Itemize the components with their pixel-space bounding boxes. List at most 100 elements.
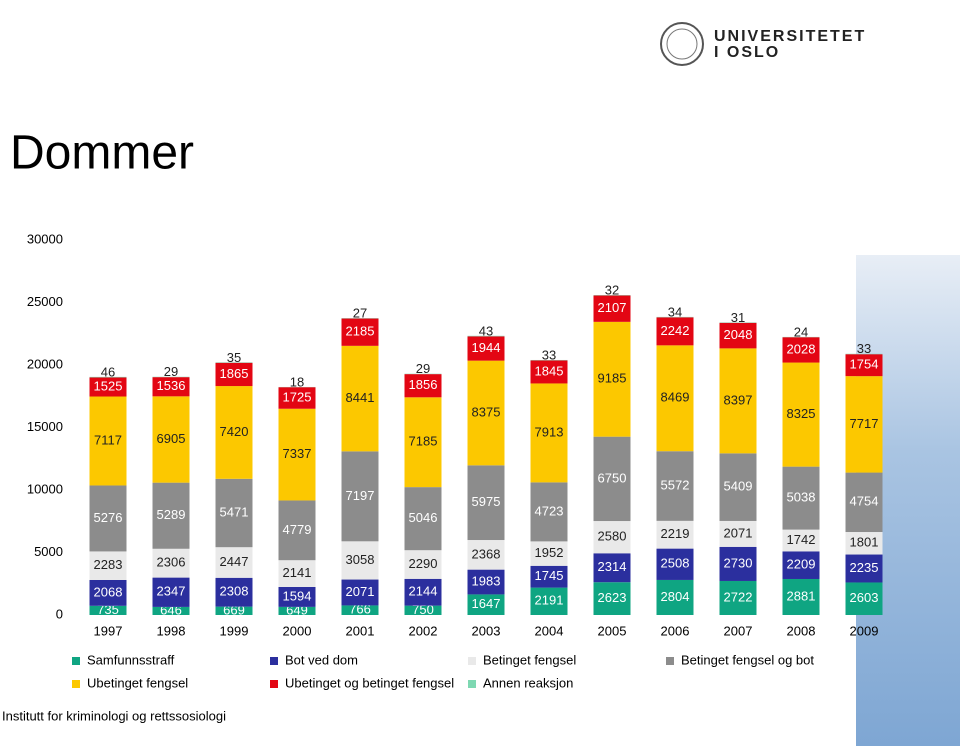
data-label: 2804: [661, 589, 690, 604]
bar-segment: [782, 551, 820, 579]
slide-title: Dommer: [10, 127, 194, 180]
data-label: 8397: [724, 392, 753, 407]
data-label: 3058: [346, 552, 375, 567]
x-tick-label: 2000: [283, 623, 312, 638]
data-label: 7197: [346, 488, 375, 503]
bar-segment: [656, 579, 694, 615]
data-label: 33: [542, 347, 556, 362]
data-label: 1536: [157, 378, 186, 393]
data-label: 4754: [850, 494, 879, 509]
legend-label: Ubetinget fengsel: [87, 675, 188, 690]
legend-label: Samfunnsstraff: [87, 652, 175, 667]
bar-segment: [404, 487, 442, 551]
bar-segment: [656, 345, 694, 452]
bar-segment: [845, 582, 883, 615]
bar-segment: [278, 560, 316, 587]
legend-swatch: [666, 657, 674, 665]
bar-segment: [530, 383, 568, 483]
bar-segment: [215, 478, 253, 548]
data-label: 5471: [220, 504, 249, 519]
bar-segment: [152, 548, 190, 578]
bar-segment: [152, 482, 190, 549]
data-label: 7185: [409, 434, 438, 449]
legend-label: Annen reaksjon: [483, 675, 573, 690]
data-label: 6905: [157, 431, 186, 446]
bar-segment: [467, 360, 505, 466]
data-label: 2219: [661, 526, 690, 541]
data-label: 7117: [94, 432, 122, 447]
data-label: 29: [416, 361, 430, 376]
bar-segment: [404, 374, 442, 398]
data-label: 9185: [598, 371, 627, 386]
bar-segment: [152, 377, 190, 397]
data-label: 2623: [598, 590, 627, 605]
x-tick-label: 2006: [661, 623, 690, 638]
data-label: 8325: [787, 406, 816, 421]
bar-segment: [845, 376, 883, 473]
bar-segment: [89, 485, 127, 552]
x-tick-label: 1997: [94, 623, 123, 638]
bar-segment: [530, 360, 568, 384]
data-label: 2209: [787, 557, 816, 572]
bar-segment: [341, 605, 379, 615]
data-label: 7337: [283, 446, 312, 461]
bar-segment: [782, 529, 820, 552]
bar-segment: [467, 569, 505, 595]
data-label: 2071: [724, 525, 753, 540]
data-label: 1754: [850, 357, 879, 372]
bar-segment: [719, 348, 757, 454]
data-label: 2603: [850, 590, 879, 605]
data-label: 32: [605, 283, 619, 298]
data-label: 5289: [157, 507, 186, 522]
data-label: 2141: [283, 565, 312, 580]
y-tick-label: 10000: [27, 481, 63, 496]
x-tick-label: 2001: [346, 623, 375, 638]
legend-swatch: [270, 657, 278, 665]
bar-segment: [467, 465, 505, 541]
bar-segment: [656, 548, 694, 580]
data-label: 8441: [346, 390, 375, 405]
legend-label: Ubetinget og betinget fengsel: [285, 675, 454, 690]
bar-segment: [215, 386, 253, 479]
data-label: 2235: [850, 560, 879, 575]
data-label: 18: [290, 374, 304, 389]
legend-swatch: [270, 680, 278, 688]
bar-segment: [341, 541, 379, 580]
data-label: 2107: [598, 300, 627, 315]
bar-segment: [278, 387, 316, 409]
data-label: 7420: [220, 424, 249, 439]
bar-segment: [719, 546, 757, 581]
bar-segment: [89, 605, 127, 615]
y-tick-label: 25000: [27, 294, 63, 309]
y-tick-label: 30000: [27, 231, 63, 246]
y-tick-label: 15000: [27, 419, 63, 434]
data-label: 31: [731, 310, 745, 325]
bar-segment: [782, 578, 820, 615]
data-label: 1745: [535, 568, 564, 583]
data-label: 2048: [724, 327, 753, 342]
y-tick-label: 5000: [34, 544, 63, 559]
data-label: 2283: [94, 557, 123, 572]
bar-segment: [593, 436, 631, 522]
bar-segment: [278, 408, 316, 501]
bar-segment: [152, 396, 190, 483]
x-tick-label: 1999: [220, 623, 249, 638]
x-tick-label: 2008: [787, 623, 816, 638]
data-label: 5975: [472, 494, 501, 509]
data-label: 1856: [409, 377, 438, 392]
bar-segment: [215, 362, 253, 387]
bar-segment: [719, 580, 757, 615]
data-label: 1944: [472, 340, 501, 355]
data-label: 5572: [661, 477, 690, 492]
x-tick-label: 2005: [598, 623, 627, 638]
bar-segment: [656, 317, 694, 346]
data-label: 33: [857, 341, 871, 356]
y-tick-label: 0: [56, 606, 63, 621]
data-label: 2722: [724, 589, 753, 604]
bar-segment: [845, 554, 883, 583]
data-label: 2306: [157, 555, 186, 570]
bar-segment: [215, 577, 253, 607]
bar-segment: [719, 520, 757, 547]
x-tick-label: 2009: [850, 623, 879, 638]
